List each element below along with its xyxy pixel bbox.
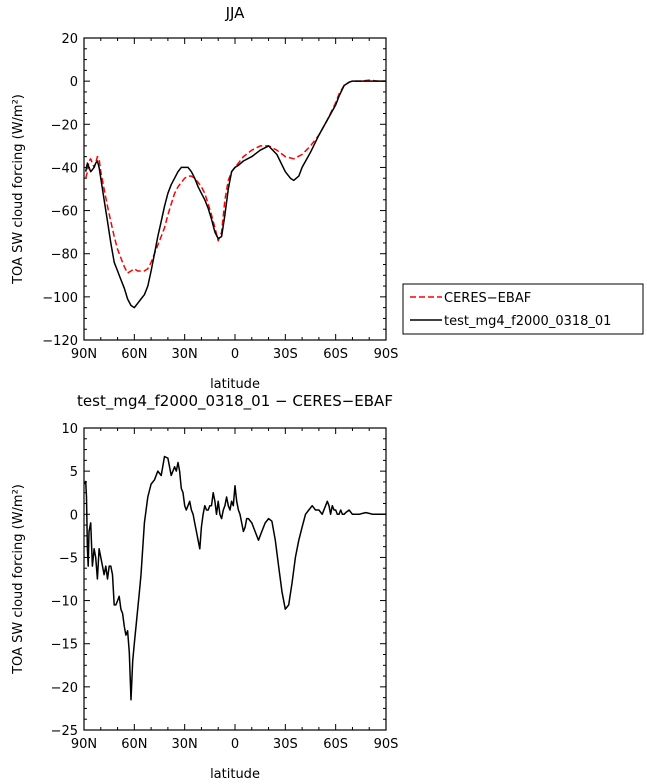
y-tick-label: −15 [51, 638, 78, 653]
x-tick-label: 60N [121, 347, 147, 362]
y-tick-label: −120 [42, 334, 78, 349]
y-tick-label: −10 [51, 595, 78, 610]
y-axis-label: TOA SW cloud forcing (W/m²) [11, 484, 26, 675]
legend-box [402, 283, 644, 335]
series-line-0 [84, 455, 386, 701]
x-tick-label: 90S [374, 737, 399, 752]
chart-title: test_mg4_f2000_0318_01 − CERES−EBAF [77, 392, 393, 411]
legend: CERES−EBAF test_mg4_f2000_0318_01 [402, 283, 644, 335]
y-tick-label: 5 [70, 465, 78, 480]
y-tick-label: 20 [61, 32, 78, 47]
chart-title: JJA [225, 4, 246, 22]
x-tick-label: 30N [172, 737, 198, 752]
y-tick-label: 0 [70, 508, 78, 523]
plot-frame [83, 427, 387, 731]
y-tick-label: −100 [42, 291, 78, 306]
y-tick-label: −5 [59, 551, 78, 566]
y-tick-label: 10 [61, 422, 78, 437]
x-tick-label: 90N [71, 737, 97, 752]
axis-ticks: 90N 60N 30N 0 30S 60S 90S −25 −20 −15 −10 −5 0 5 10 [51, 422, 399, 752]
chart-bottom-difference: test_mg4_f2000_0318_01 − CERES−EBAF 90N 6… [11, 392, 398, 782]
x-tick-label: 0 [231, 347, 239, 362]
x-tick-label: 90N [71, 347, 97, 362]
x-axis-label: latitude [210, 767, 260, 782]
x-tick-label: 60S [323, 737, 348, 752]
series-line-0 [84, 79, 386, 274]
y-tick-label: −60 [51, 205, 78, 220]
y-tick-label: −80 [51, 248, 78, 263]
plot-frame [83, 37, 387, 341]
series-line-1 [84, 80, 386, 309]
x-tick-label: 0 [231, 737, 239, 752]
x-axis-label: latitude [210, 377, 260, 392]
y-tick-label: −20 [51, 681, 78, 696]
legend-label-ceres: CERES−EBAF [444, 291, 531, 306]
series-group [84, 79, 386, 309]
y-tick-label: 0 [70, 75, 78, 90]
y-tick-label: −20 [51, 118, 78, 133]
y-tick-label: −40 [51, 161, 78, 176]
axis-ticks: 90N 60N 30N 0 30S 60S 90S −120 −100 −80 −60 −40 −20 0… [42, 32, 398, 362]
chart-top-jja: JJA 90N 60N 30N 0 30S 60S 90S −120 −100 −80 −60 −40… [11, 4, 398, 392]
series-group [84, 455, 386, 701]
y-tick-label: −25 [51, 724, 78, 739]
x-tick-label: 30S [273, 347, 298, 362]
legend-label-model: test_mg4_f2000_0318_01 [444, 314, 611, 329]
x-tick-label: 90S [374, 347, 399, 362]
x-tick-label: 30S [273, 737, 298, 752]
x-tick-label: 60N [121, 737, 147, 752]
y-axis-label: TOA SW cloud forcing (W/m²) [11, 94, 26, 285]
x-tick-label: 60S [323, 347, 348, 362]
x-tick-label: 30N [172, 347, 198, 362]
